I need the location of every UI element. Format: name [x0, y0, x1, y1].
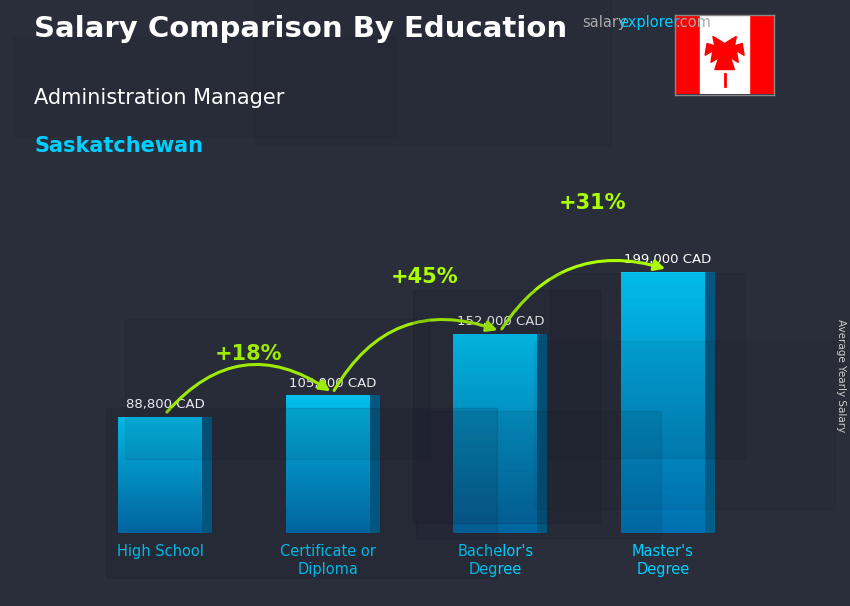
Bar: [534, 341, 835, 509]
Text: +45%: +45%: [391, 267, 459, 287]
Bar: [106, 408, 497, 578]
Text: +31%: +31%: [558, 193, 626, 213]
Polygon shape: [706, 36, 744, 70]
Bar: [749, 15, 774, 94]
Text: +18%: +18%: [215, 344, 283, 364]
Polygon shape: [705, 272, 715, 533]
Text: Saskatchewan: Saskatchewan: [34, 136, 203, 156]
Bar: [676, 15, 700, 94]
Bar: [700, 15, 749, 94]
Text: 152,000 CAD: 152,000 CAD: [456, 315, 544, 328]
Text: 88,800 CAD: 88,800 CAD: [126, 398, 205, 411]
Text: .com: .com: [676, 15, 711, 30]
Text: Salary Comparison By Education: Salary Comparison By Education: [34, 15, 567, 43]
Bar: [14, 36, 396, 136]
Text: Average Yearly Salary: Average Yearly Salary: [836, 319, 846, 432]
Bar: [125, 319, 428, 459]
Text: 199,000 CAD: 199,000 CAD: [624, 253, 711, 266]
Bar: [416, 411, 660, 538]
Polygon shape: [370, 395, 380, 533]
Text: explorer: explorer: [619, 15, 679, 30]
Bar: [550, 273, 745, 458]
Text: salary: salary: [582, 15, 626, 30]
Text: Administration Manager: Administration Manager: [34, 88, 285, 108]
Text: 105,000 CAD: 105,000 CAD: [289, 377, 377, 390]
Bar: [413, 290, 600, 524]
Polygon shape: [202, 417, 212, 533]
Polygon shape: [537, 334, 547, 533]
Bar: [255, 0, 611, 145]
